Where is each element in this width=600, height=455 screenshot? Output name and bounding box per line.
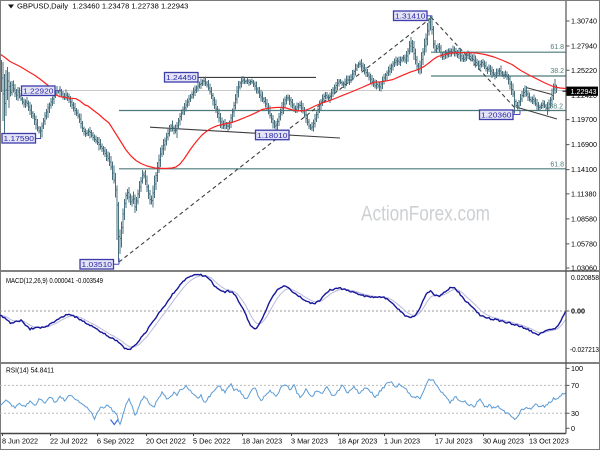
- svg-text:0: 0: [571, 424, 575, 433]
- svg-text:1.24450: 1.24450: [166, 73, 197, 82]
- svg-text:5 Dec 2022: 5 Dec 2022: [193, 437, 230, 446]
- svg-text:1.14100: 1.14100: [571, 165, 597, 174]
- svg-text:70: 70: [571, 381, 579, 390]
- svg-text:RSI(14) 54.8411: RSI(14) 54.8411: [6, 366, 54, 375]
- svg-text:20 Oct 2022: 20 Oct 2022: [146, 437, 186, 446]
- svg-text:38.2: 38.2: [549, 104, 563, 111]
- svg-text:6 Sep 2022: 6 Sep 2022: [97, 437, 134, 446]
- svg-text:8 Jun 2022: 8 Jun 2022: [2, 437, 38, 446]
- svg-text:1.31410: 1.31410: [395, 12, 426, 21]
- svg-text:1.16900: 1.16900: [571, 140, 597, 149]
- svg-text:30: 30: [571, 409, 579, 418]
- svg-text:1.18010: 1.18010: [257, 131, 288, 140]
- svg-text:ActionForex.com: ActionForex.com: [361, 203, 490, 226]
- svg-text:1.03510: 1.03510: [82, 260, 113, 269]
- svg-text:1.05780: 1.05780: [571, 240, 597, 249]
- svg-text:MACD(12,26,9) 0.000041 -0.0035: MACD(12,26,9) 0.000041 -0.003549: [6, 276, 103, 285]
- svg-text:1.19700: 1.19700: [571, 115, 597, 124]
- svg-text:1.03060: 1.03060: [571, 264, 597, 273]
- svg-text:30 Aug 2023: 30 Aug 2023: [483, 437, 524, 446]
- svg-text:1.22943: 1.22943: [571, 87, 597, 96]
- svg-text:1.17590: 1.17590: [4, 134, 35, 143]
- svg-text:1.30740: 1.30740: [571, 17, 597, 26]
- svg-text:38.2: 38.2: [550, 68, 564, 75]
- svg-text:18 Jan 2023: 18 Jan 2023: [242, 437, 282, 446]
- svg-text:1.22920: 1.22920: [23, 87, 54, 96]
- svg-text:1.08580: 1.08580: [571, 215, 597, 224]
- svg-text:61.8: 61.8: [550, 162, 564, 169]
- svg-text:-0.027213: -0.027213: [570, 345, 599, 354]
- svg-text:1.11380: 1.11380: [571, 190, 596, 199]
- svg-text:0.00: 0.00: [571, 307, 585, 316]
- svg-text:17 Jul 2023: 17 Jul 2023: [435, 437, 473, 446]
- svg-text:100: 100: [571, 364, 583, 373]
- svg-text:1.20360: 1.20360: [481, 111, 512, 120]
- svg-text:0.020858: 0.020858: [571, 273, 599, 282]
- svg-text:13 Oct 2023: 13 Oct 2023: [529, 437, 569, 446]
- svg-text:1.25220: 1.25220: [571, 66, 597, 75]
- svg-text:1.27940: 1.27940: [571, 42, 597, 51]
- svg-text:18 Apr 2023: 18 Apr 2023: [338, 437, 377, 446]
- svg-text:61.8: 61.8: [550, 44, 564, 51]
- svg-text:GBPUSD,Daily 1.23460 1.23478: GBPUSD,Daily 1.23460 1.23478 1.22738 1.2…: [17, 2, 188, 11]
- svg-text:3 Mar 2023: 3 Mar 2023: [291, 437, 328, 446]
- svg-text:22 Jul 2022: 22 Jul 2022: [50, 437, 88, 446]
- svg-text:1 Jun 2023: 1 Jun 2023: [384, 437, 420, 446]
